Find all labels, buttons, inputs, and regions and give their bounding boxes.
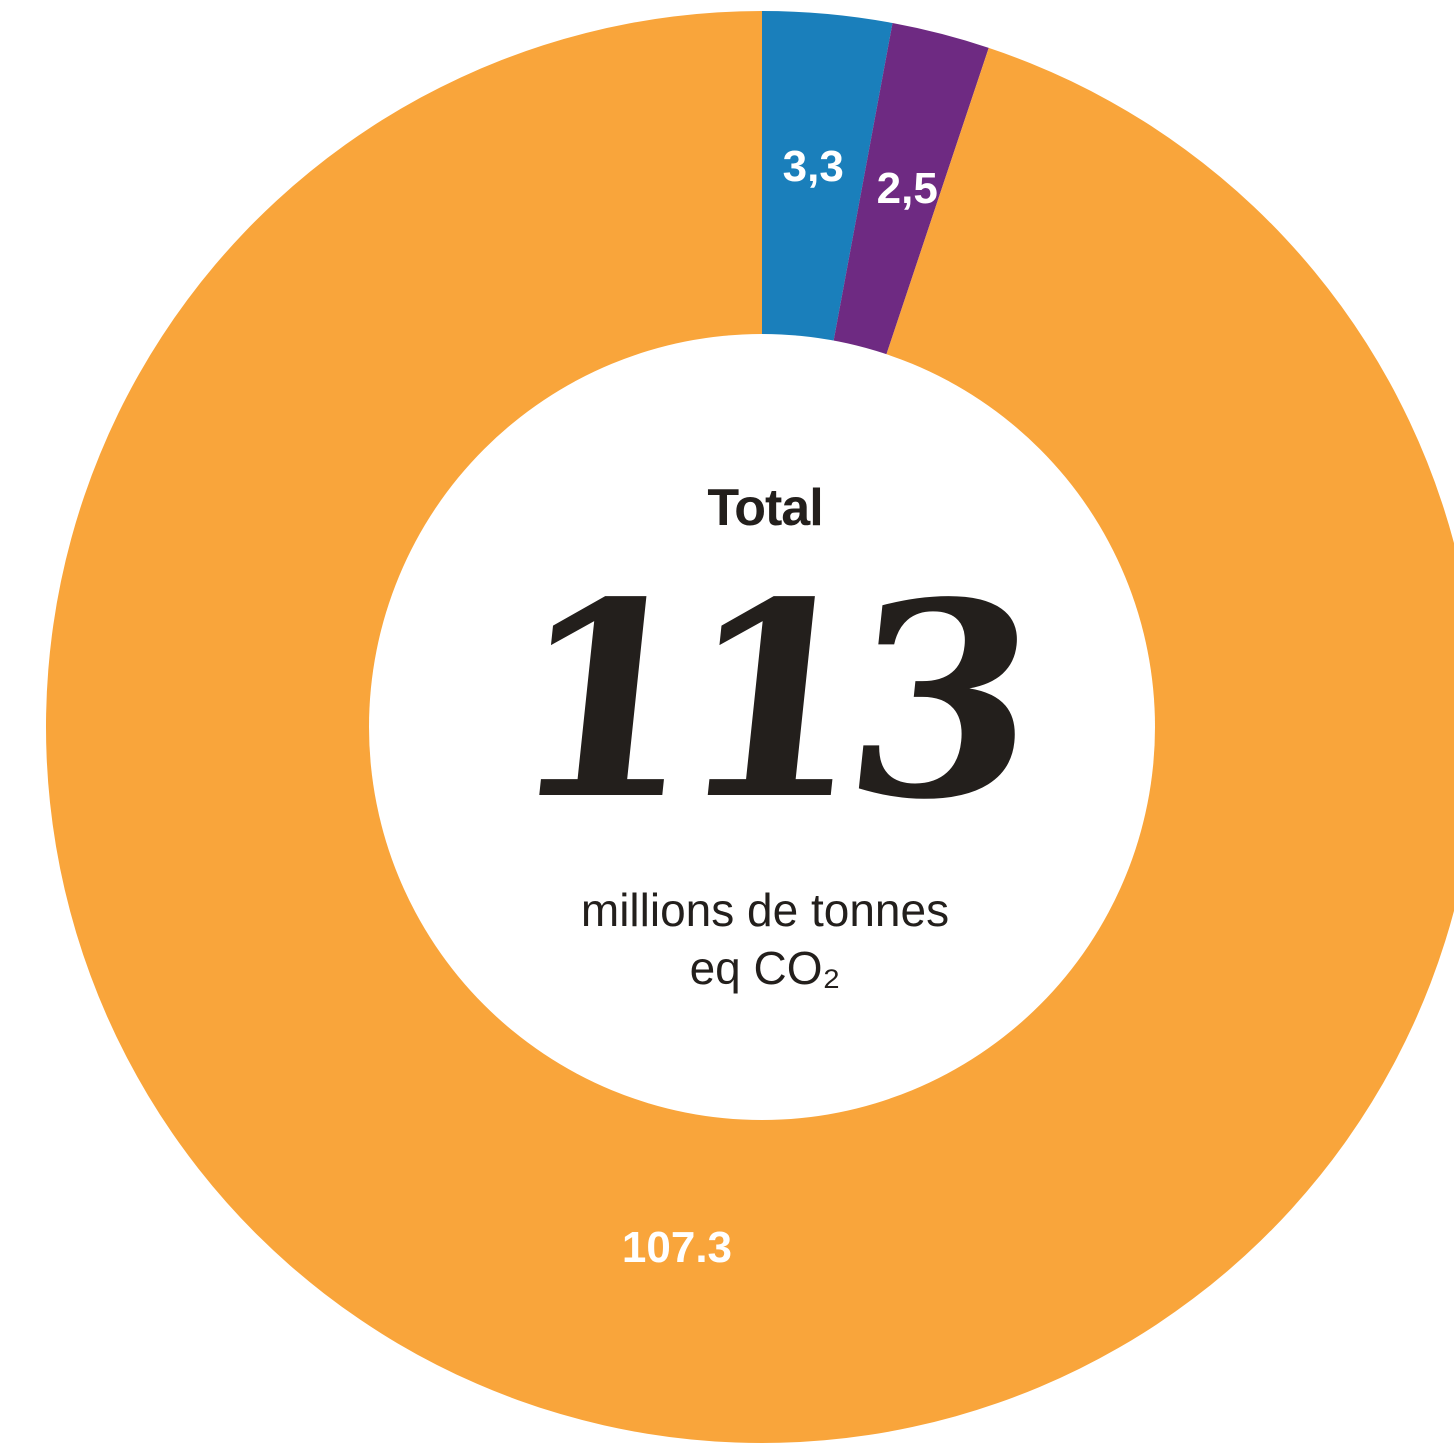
slice-labels: 3,3 2,5 107.3 xyxy=(622,142,938,1272)
slice-label-1: 3,3 xyxy=(783,142,844,191)
unit-line-2: eq CO₂ xyxy=(689,942,841,994)
total-value: 113 xyxy=(495,544,1035,859)
slice-label-3: 107.3 xyxy=(622,1223,732,1272)
donut-hole xyxy=(369,334,1155,1120)
slice-3 xyxy=(46,11,1454,1443)
unit-line-1: millions de tonnes xyxy=(580,884,950,936)
donut-slices xyxy=(46,11,1454,1443)
slice-label-2: 2,5 xyxy=(877,164,938,213)
slice-2 xyxy=(833,22,989,356)
slice-1 xyxy=(762,11,893,342)
total-label: Total xyxy=(707,479,823,537)
